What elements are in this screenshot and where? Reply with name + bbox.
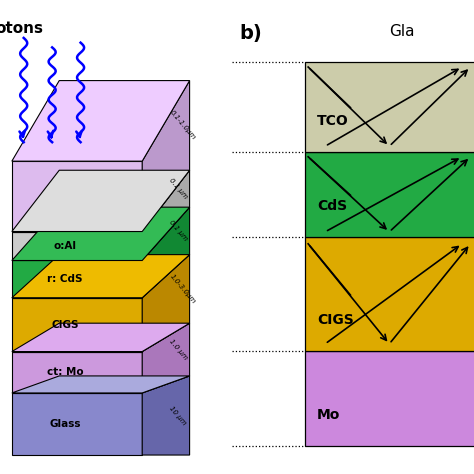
Polygon shape (12, 352, 142, 393)
Polygon shape (12, 207, 190, 261)
Polygon shape (12, 231, 142, 261)
Polygon shape (305, 152, 474, 237)
Polygon shape (142, 170, 190, 261)
Text: otons: otons (0, 21, 43, 36)
Polygon shape (12, 81, 190, 161)
Polygon shape (142, 323, 190, 393)
Text: 0.1 μm: 0.1 μm (168, 219, 189, 242)
Text: o:Al: o:Al (54, 241, 77, 251)
Text: CIGS: CIGS (51, 319, 79, 329)
Text: 10 μm: 10 μm (168, 405, 187, 426)
Text: CIGS: CIGS (317, 313, 354, 327)
Polygon shape (305, 237, 474, 351)
Polygon shape (142, 81, 190, 231)
Text: 1.0 μm: 1.0 μm (168, 338, 189, 361)
Text: TCO: TCO (317, 114, 348, 128)
Text: ct: Mo: ct: Mo (47, 367, 83, 377)
Polygon shape (12, 323, 190, 352)
Text: Gla: Gla (389, 24, 415, 39)
Text: 0.1-1.0μm: 0.1-1.0μm (168, 109, 196, 141)
Text: b): b) (239, 24, 262, 43)
Polygon shape (12, 298, 142, 352)
Polygon shape (12, 376, 190, 393)
Text: 0.1 μm: 0.1 μm (168, 177, 189, 200)
Polygon shape (12, 255, 190, 298)
Polygon shape (142, 376, 190, 455)
Text: r: CdS: r: CdS (47, 274, 83, 284)
Polygon shape (12, 170, 190, 231)
Text: CdS: CdS (317, 199, 347, 213)
Polygon shape (142, 255, 190, 352)
Polygon shape (142, 207, 190, 298)
Polygon shape (305, 351, 474, 446)
Polygon shape (12, 393, 142, 455)
Polygon shape (305, 62, 474, 152)
Text: Glass: Glass (49, 419, 81, 429)
Text: Mo: Mo (317, 408, 340, 422)
Polygon shape (12, 161, 142, 231)
Text: 1.0-3.0μm: 1.0-3.0μm (168, 273, 196, 305)
Polygon shape (12, 261, 142, 298)
